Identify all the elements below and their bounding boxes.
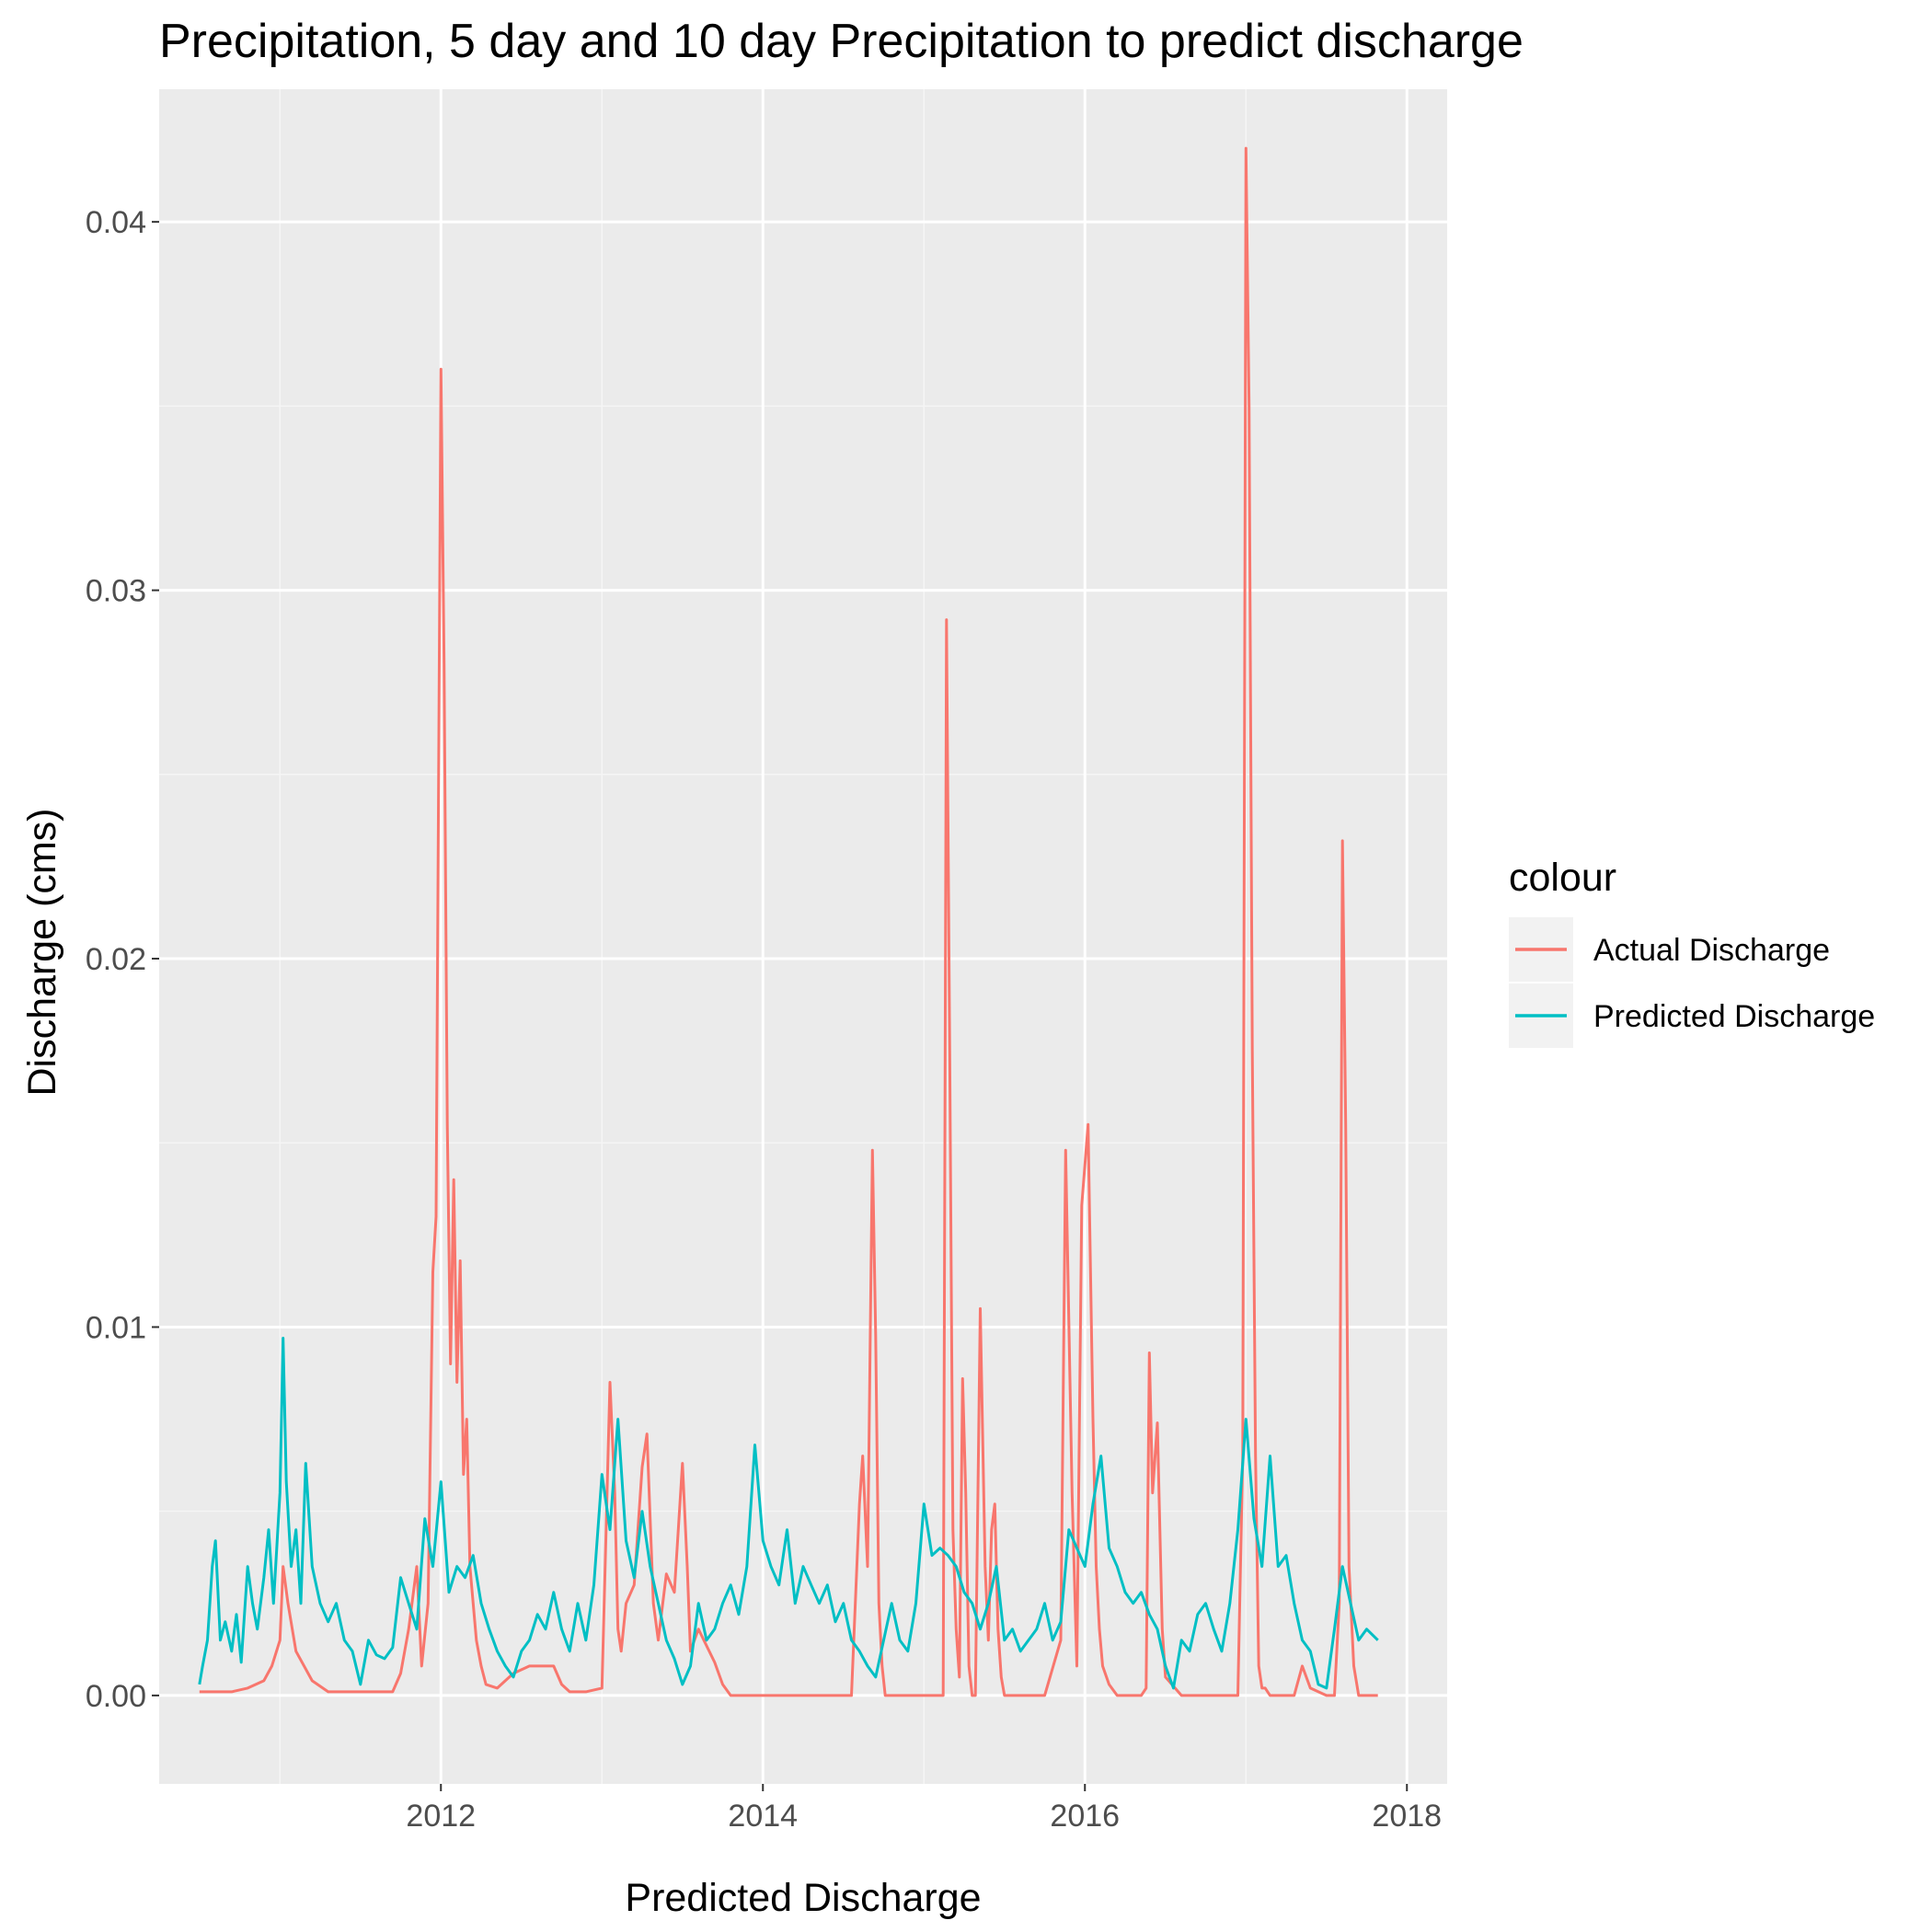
chart-title: Precipitation, 5 day and 10 day Precipit… xyxy=(159,15,1524,68)
x-tick-label: 2016 xyxy=(1050,1799,1120,1834)
x-tick-label: 2012 xyxy=(406,1799,476,1834)
series-line-predicted-discharge xyxy=(198,1337,1379,1690)
series-layer xyxy=(198,146,1379,1697)
y-axis: 0.00 0.01 0.02 0.03 0.04 xyxy=(86,205,159,1714)
legend: colour Actual Discharge Predicted Dischar… xyxy=(1509,856,1875,1048)
legend-items: Actual Discharge Predicted Discharge xyxy=(1509,917,1875,1048)
y-axis-title: Discharge (cms) xyxy=(20,809,64,1097)
legend-title: colour xyxy=(1509,856,1616,900)
series-line-actual-discharge xyxy=(199,146,1378,1697)
x-axis: 2012 2014 2016 2018 xyxy=(406,1784,1442,1834)
plot-panel xyxy=(159,89,1447,1784)
legend-label: Actual Discharge xyxy=(1593,933,1830,968)
y-tick-label: 0.00 xyxy=(86,1679,146,1714)
y-tick-label: 0.02 xyxy=(86,942,146,977)
x-axis-title: Predicted Discharge xyxy=(625,1876,981,1920)
legend-label: Predicted Discharge xyxy=(1593,999,1875,1034)
y-tick-label: 0.04 xyxy=(86,205,146,240)
y-tick-label: 0.01 xyxy=(86,1310,146,1345)
x-tick-label: 2018 xyxy=(1372,1799,1442,1834)
x-tick-label: 2014 xyxy=(728,1799,798,1834)
y-tick-label: 0.03 xyxy=(86,574,146,609)
